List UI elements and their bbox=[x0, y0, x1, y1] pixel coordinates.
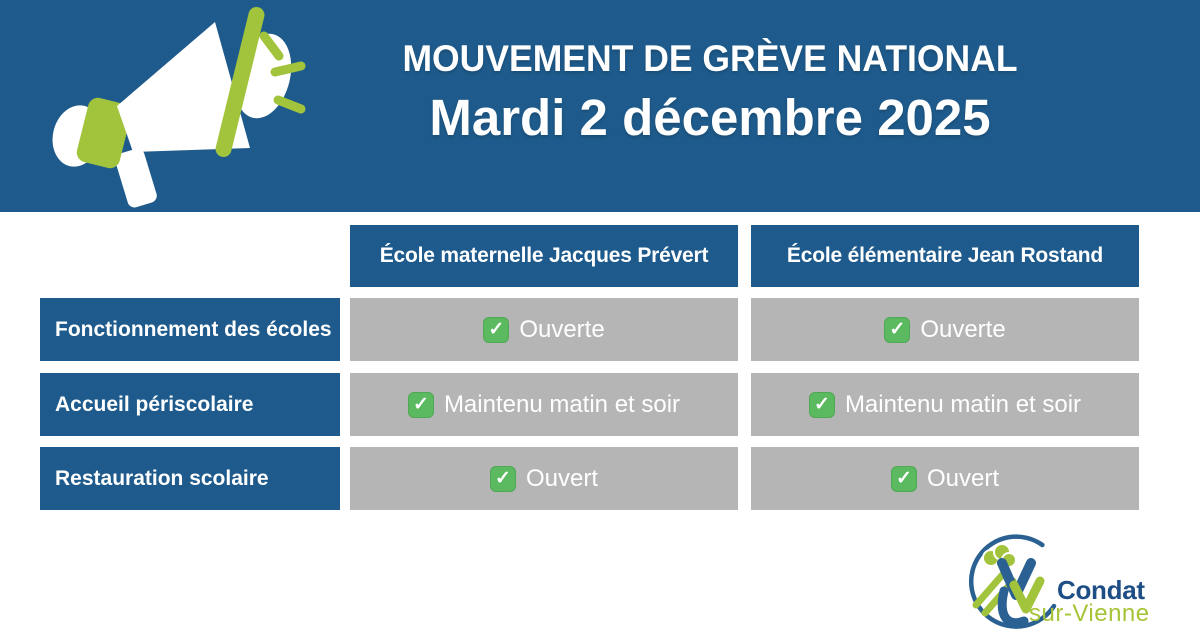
check-glyph: ✓ bbox=[889, 319, 906, 340]
status-text: Ouverte bbox=[519, 315, 605, 343]
check-icon: ✓ bbox=[808, 391, 835, 418]
check-glyph: ✓ bbox=[495, 468, 511, 489]
check-glyph: ✓ bbox=[896, 468, 912, 489]
condat-sur-vienne-logo: Condat sur-Vienne bbox=[950, 533, 1180, 630]
status-cell: ✓ Ouvert bbox=[751, 447, 1139, 510]
logo-mark-icon bbox=[968, 534, 1057, 629]
check-icon: ✓ bbox=[483, 316, 510, 343]
status-text: Ouvert bbox=[525, 464, 599, 492]
column-header-ecole-maternelle: École maternelle Jacques Prévert bbox=[350, 225, 738, 287]
status-cell: ✓ Ouverte bbox=[350, 298, 738, 361]
check-glyph: ✓ bbox=[488, 319, 505, 340]
status-cell: ✓ Maintenu matin et soir bbox=[751, 373, 1139, 436]
row-label-periscolaire: Accueil périscolaire bbox=[40, 373, 340, 436]
check-glyph: ✓ bbox=[813, 394, 830, 415]
megaphone-icon bbox=[52, 6, 306, 208]
check-glyph: ✓ bbox=[412, 394, 429, 415]
column-header-ecole-elementaire: École élémentaire Jean Rostand bbox=[751, 225, 1139, 287]
status-text: Ouverte bbox=[920, 315, 1006, 343]
check-icon: ✓ bbox=[890, 465, 917, 492]
check-icon: ✓ bbox=[884, 316, 911, 343]
status-text: Ouvert bbox=[926, 464, 1000, 492]
banner-date: Mardi 2 décembre 2025 bbox=[429, 89, 991, 146]
row-label-fonctionnement: Fonctionnement des écoles bbox=[40, 298, 340, 361]
status-cell: ✓ Ouvert bbox=[350, 447, 738, 510]
check-icon: ✓ bbox=[407, 391, 434, 418]
status-cell: ✓ Maintenu matin et soir bbox=[350, 373, 738, 436]
logo-text-sur-vienne: sur-Vienne bbox=[1029, 600, 1150, 627]
row-label-restauration: Restauration scolaire bbox=[40, 447, 340, 510]
status-cell: ✓ Ouverte bbox=[751, 298, 1139, 361]
banner-title: MOUVEMENT DE GRÈVE NATIONAL bbox=[402, 38, 1018, 79]
status-text: Maintenu matin et soir bbox=[844, 390, 1082, 418]
status-text: Maintenu matin et soir bbox=[443, 390, 681, 418]
logo-text-condat: Condat bbox=[1057, 575, 1145, 605]
check-icon: ✓ bbox=[489, 465, 516, 492]
banner: MOUVEMENT DE GRÈVE NATIONAL Mardi 2 déce… bbox=[0, 0, 1200, 212]
